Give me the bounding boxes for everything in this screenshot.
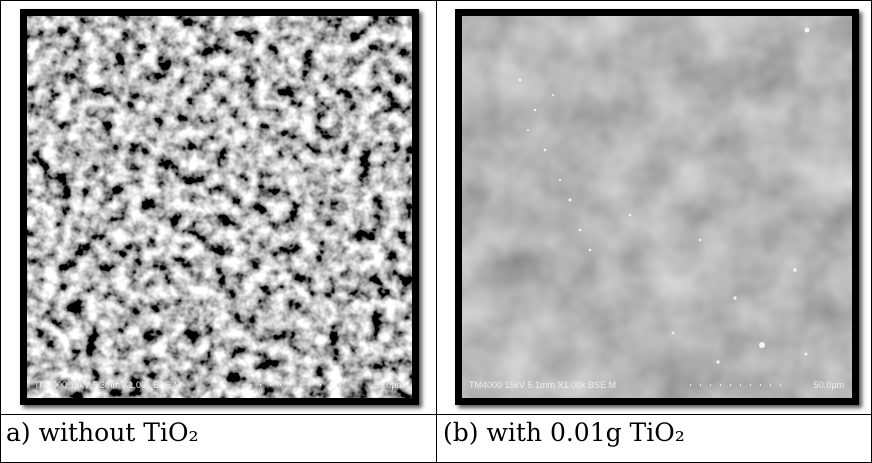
scale-label: 50.0µm [814, 380, 844, 390]
scan-info: TM4000 15kV 5.1mm X1.00k BSE M [469, 380, 616, 390]
caption: (b) with 0.01g TiO₂ [443, 418, 685, 447]
caption: a) without TiO₂ [6, 418, 199, 447]
images: TM4000 15kV 5.3mm X1.00k BSE M 50.0µm TM… [20, 9, 859, 405]
sem-image-b: TM4000 15kV 5.1mm X1.00k BSE M 50.0µm [455, 9, 859, 405]
sem-image-a: TM4000 15kV 5.3mm X1.00k BSE M 50.0µm [20, 9, 419, 405]
scan-info: TM4000 15kV 5.3mm X1.00k BSE M [34, 380, 181, 390]
column-divider [436, 0, 437, 463]
scale-label: 50.0µm [374, 380, 404, 390]
row-divider [0, 414, 872, 415]
